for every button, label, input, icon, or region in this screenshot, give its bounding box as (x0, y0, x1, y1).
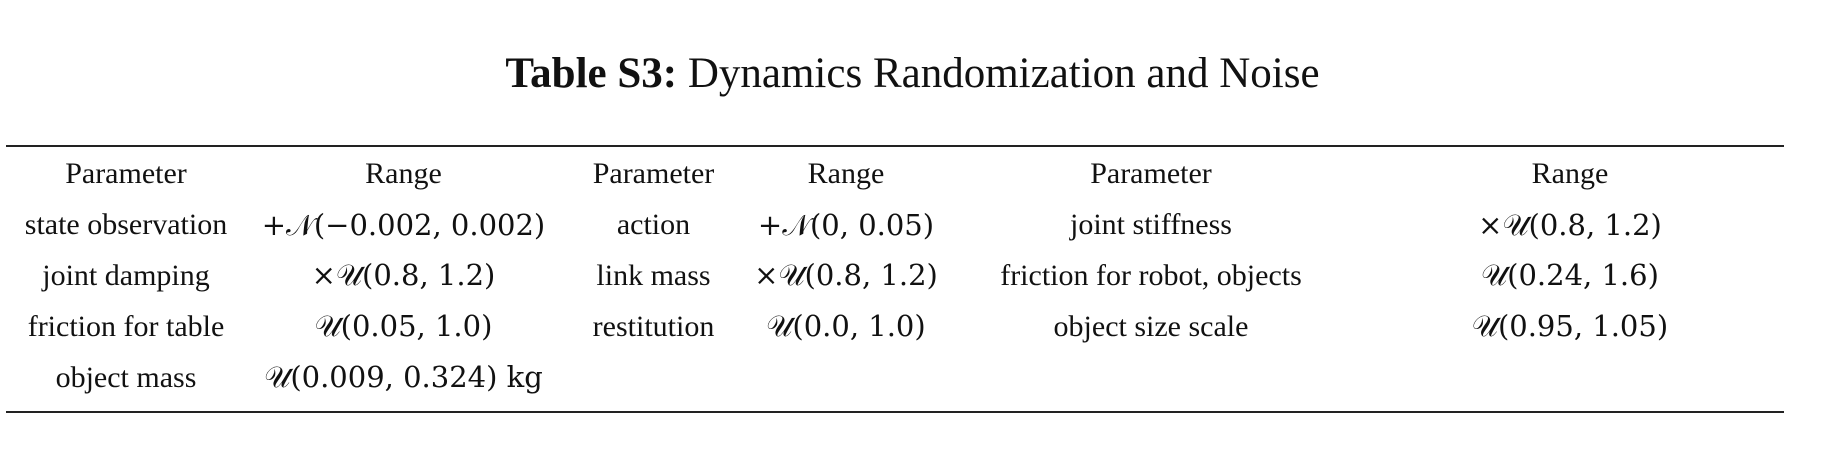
table-row: object mass 𝒰(0.009, 0.324) kg (6, 352, 1784, 403)
header-parameter-1: Parameter (65, 157, 187, 190)
parameter-cell: link mass (596, 258, 711, 292)
range-cell: 𝒰(0.05, 1.0) (314, 309, 493, 343)
parameter-cell (561, 352, 746, 403)
caption-text: Dynamics Randomization and Noise (687, 50, 1320, 97)
parameter-cell (946, 352, 1356, 403)
header-parameter-3: Parameter (1090, 157, 1212, 190)
range-cell: 𝒰(0.24, 1.6) (1481, 258, 1659, 292)
range-cell (1356, 352, 1784, 403)
parameters-table: Parameter Range Parameter Range Paramete… (6, 148, 1784, 403)
table-caption: Table S3: Dynamics Randomization and Noi… (0, 44, 1825, 104)
range-cell: 𝒰(0.95, 1.05) (1471, 309, 1669, 343)
range-cell: 𝒰(0.009, 0.324) kg (264, 360, 543, 394)
range-cell: ×𝒰(0.8, 1.2) (311, 258, 496, 292)
caption-label: Table S3: (505, 50, 678, 97)
range-cell (746, 352, 946, 403)
parameter-cell: joint stiffness (1070, 208, 1232, 241)
range-cell: ×𝒰(0.8, 1.2) (1478, 207, 1662, 242)
range-cell: 𝒰(0.0, 1.0) (766, 309, 926, 343)
parameter-cell: object mass (55, 360, 197, 394)
top-rule (6, 145, 1784, 147)
table-row: state observation +𝒩(−0.002, 0.002) acti… (6, 200, 1784, 250)
parameter-cell: object size scale (1053, 309, 1249, 343)
header-row: Parameter Range Parameter Range Paramete… (6, 148, 1784, 200)
parameter-cell: friction for table (27, 309, 225, 343)
header-parameter-2: Parameter (592, 157, 715, 190)
header-range-2: Range (807, 157, 885, 190)
parameter-cell: joint damping (42, 258, 210, 292)
header-range-1: Range (365, 157, 442, 190)
header-range-3: Range (1531, 157, 1609, 190)
range-cell: +𝒩(0, 0.05) (757, 207, 935, 242)
parameter-cell: friction for robot, objects (1000, 258, 1302, 292)
table-row: joint damping ×𝒰(0.8, 1.2) link mass ×𝒰(… (6, 250, 1784, 301)
bottom-rule (6, 411, 1784, 413)
range-cell: ×𝒰(0.8, 1.2) (754, 258, 938, 292)
table-row: friction for table 𝒰(0.05, 1.0) restitut… (6, 301, 1784, 352)
parameter-cell: action (616, 208, 691, 241)
parameter-cell: state observation (24, 208, 228, 241)
range-cell: +𝒩(−0.002, 0.002) (261, 207, 546, 242)
parameter-cell: restitution (592, 309, 715, 343)
